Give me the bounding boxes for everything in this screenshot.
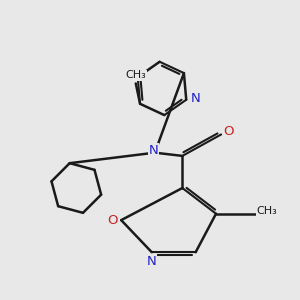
Text: CH₃: CH₃ — [125, 70, 146, 80]
Text: O: O — [107, 214, 117, 226]
Text: CH₃: CH₃ — [256, 206, 277, 216]
Text: O: O — [224, 125, 234, 138]
Text: N: N — [190, 92, 200, 105]
Text: N: N — [147, 255, 157, 268]
Text: N: N — [149, 143, 159, 157]
